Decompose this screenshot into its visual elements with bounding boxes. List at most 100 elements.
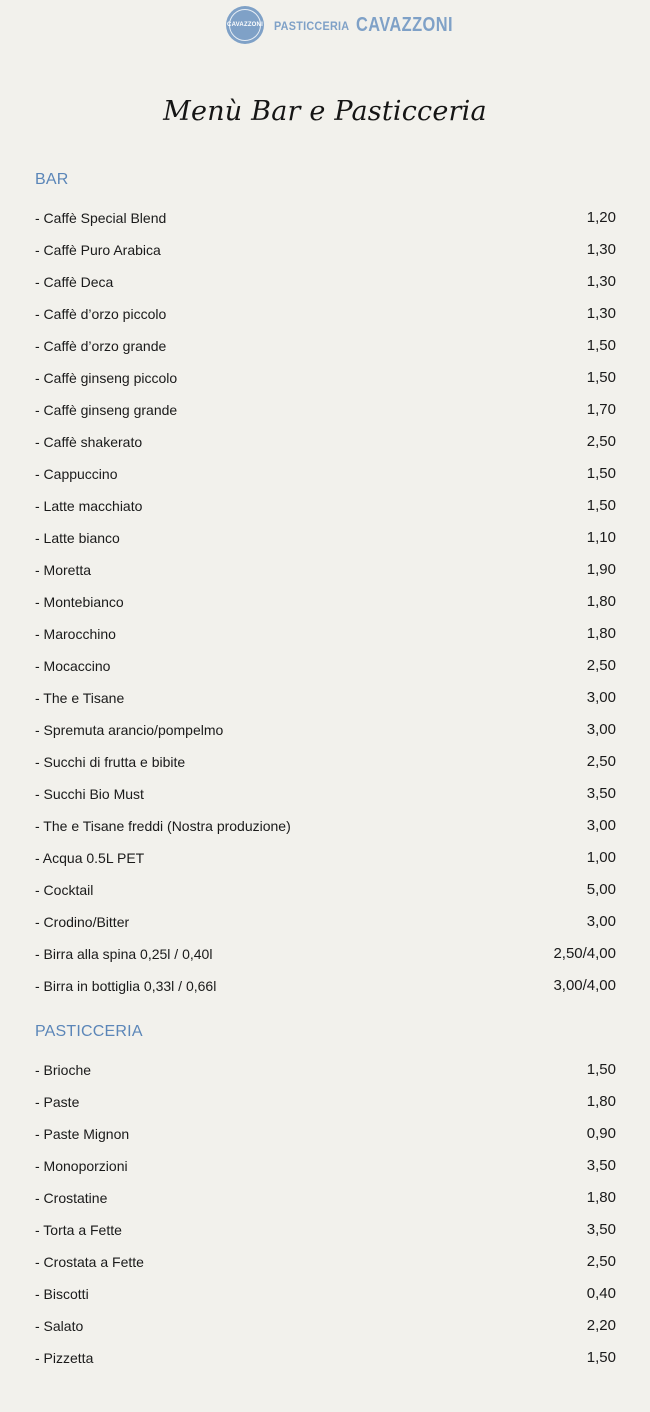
menu-item: - Paste Mignon 0,90: [35, 1118, 616, 1150]
menu-item-name: - Cappuccino: [35, 466, 118, 482]
menu-item: - Latte macchiato 1,50: [35, 490, 616, 522]
menu-section-bar: BAR - Caffè Special Blend 1,20 - Caffè Pur…: [35, 170, 616, 1002]
menu-item-price: 2,50: [586, 753, 616, 770]
menu-item: - Crostatine 1,80: [35, 1182, 616, 1214]
menu-item-name: - Spremuta arancio/pompelmo: [35, 722, 224, 738]
menu-item-price: 1,70: [586, 401, 616, 418]
logo-badge-icon: CAVAZZONI: [226, 6, 264, 44]
menu-item-price: 1,30: [586, 241, 616, 258]
menu-item-price: 1,30: [586, 305, 616, 322]
brand-name: CAVAZZONI: [355, 13, 453, 36]
menu-item-name: - Birra alla spina 0,25l / 0,40l: [35, 946, 213, 962]
menu-item: - Caffè d’orzo piccolo 1,30: [35, 298, 616, 330]
menu-item: - Torta a Fette 3,50: [35, 1214, 616, 1246]
menu-item-name: - Crostata a Fette: [35, 1254, 144, 1270]
menu-item-price: 3,00: [586, 913, 616, 930]
menu-item-name: - Caffè d’orzo piccolo: [35, 306, 167, 322]
menu-item-price: 2,50/4,00: [553, 945, 616, 962]
menu-item-price: 0,90: [586, 1125, 616, 1142]
menu-item-name: - Caffè Deca: [35, 274, 114, 290]
header: CAVAZZONI PASTICCERIA CAVAZZONI: [0, 0, 650, 52]
menu-item-price: 1,80: [586, 625, 616, 642]
menu-item: - The e Tisane 3,00: [35, 682, 616, 714]
menu-item-name: - Caffè Special Blend: [35, 210, 167, 226]
menu-item-price: 1,10: [586, 529, 616, 546]
menu-item: - Acqua 0.5L PET 1,00: [35, 842, 616, 874]
menu-item-name: - Cocktail: [35, 882, 94, 898]
menu-item-name: - The e Tisane: [35, 690, 125, 706]
menu-item-name: - Mocaccino: [35, 658, 111, 674]
menu-item-name: - Caffè d’orzo grande: [35, 338, 167, 354]
menu-item-name: - Latte bianco: [35, 530, 120, 546]
menu-item: - The e Tisane freddi (Nostra produzione…: [35, 810, 616, 842]
menu-item-price: 2,50: [586, 433, 616, 450]
menu-item-price: 2,20: [586, 1317, 616, 1334]
menu-item-name: - Succhi Bio Must: [35, 786, 144, 802]
menu-item-price: 1,80: [586, 1189, 616, 1206]
menu-item-price: 1,90: [586, 561, 616, 578]
menu-item-price: 1,50: [586, 337, 616, 354]
menu-item-price: 5,00: [586, 881, 616, 898]
menu-item-price: 1,80: [586, 593, 616, 610]
menu-item: - Caffè shakerato 2,50: [35, 426, 616, 458]
menu-item-name: - Crostatine: [35, 1190, 108, 1206]
menu-item: - Marocchino 1,80: [35, 618, 616, 650]
menu-item-price: 1,50: [586, 465, 616, 482]
menu-item-name: - Caffè shakerato: [35, 434, 143, 450]
menu-item-name: - The e Tisane freddi (Nostra produzione…: [35, 818, 291, 834]
menu-item: - Caffè d’orzo grande 1,50: [35, 330, 616, 362]
menu-item-price: 1,30: [586, 273, 616, 290]
menu-item-name: - Paste Mignon: [35, 1126, 130, 1142]
menu-item-price: 2,50: [586, 657, 616, 674]
menu-item: - Cappuccino 1,50: [35, 458, 616, 490]
menu-item: - Latte bianco 1,10: [35, 522, 616, 554]
menu-item: - Brioche 1,50: [35, 1054, 616, 1086]
menu-item: - Birra alla spina 0,25l / 0,40l 2,50/4,0…: [35, 938, 616, 970]
menu-item-name: - Pizzetta: [35, 1350, 94, 1366]
menu-item-name: - Salato: [35, 1318, 84, 1334]
menu-item-price: 3,50: [586, 1221, 616, 1238]
menu-item: - Caffè ginseng piccolo 1,50: [35, 362, 616, 394]
menu-item: - Mocaccino 2,50: [35, 650, 616, 682]
menu-list: - Caffè Special Blend 1,20 - Caffè Puro Ar…: [35, 202, 616, 1002]
menu-item: - Monoporzioni 3,50: [35, 1150, 616, 1182]
menu-item-price: 1,20: [586, 209, 616, 226]
menu-item: - Montebianco 1,80: [35, 586, 616, 618]
menu-item-name: - Paste: [35, 1094, 80, 1110]
logo-badge-text: CAVAZZONI: [227, 21, 263, 28]
menu-item-name: - Crodino/Bitter: [35, 914, 130, 930]
menu-item: - Caffè Deca 1,30: [35, 266, 616, 298]
menu-list: - Brioche 1,50 - Paste 1,80 - Paste Mignon 0,…: [35, 1054, 616, 1374]
menu-item: - Birra in bottiglia 0,33l / 0,66l 3,00/4…: [35, 970, 616, 1002]
menu-item-name: - Caffè ginseng grande: [35, 402, 178, 418]
menu-item: - Paste 1,80: [35, 1086, 616, 1118]
menu-item-name: - Biscotti: [35, 1286, 89, 1302]
menu-item-price: 0,40: [586, 1285, 616, 1302]
menu-item: - Caffè ginseng grande 1,70: [35, 394, 616, 426]
menu-item-name: - Monoporzioni: [35, 1158, 128, 1174]
page-title: Menù Bar e Pasticceria: [163, 96, 487, 127]
menu-item: - Caffè Special Blend 1,20: [35, 202, 616, 234]
menu-section-pasticceria: PASTICCERIA - Brioche 1,50- Paste 1,80- Pa…: [35, 1022, 616, 1374]
menu-item-name: - Acqua 0.5L PET: [35, 850, 145, 866]
menu-item-name: - Succhi di frutta e bibite: [35, 754, 186, 770]
menu-item: - Succhi di frutta e bibite 2,50: [35, 746, 616, 778]
menu-item: - Pizzetta 1,50: [35, 1342, 616, 1374]
menu-item-price: 1,80: [586, 1093, 616, 1110]
brand-logo[interactable]: CAVAZZONI PASTICCERIA CAVAZZONI: [226, 6, 474, 44]
menu-item: - Spremuta arancio/pompelmo 3,00: [35, 714, 616, 746]
menu-item-price: 2,50: [586, 1253, 616, 1270]
menu-item-name: - Birra in bottiglia 0,33l / 0,66l: [35, 978, 217, 994]
menu-item: - Crostata a Fette 2,50: [35, 1246, 616, 1278]
menu-item-price: 3,00: [586, 817, 616, 834]
menu-item-price: 3,50: [586, 785, 616, 802]
menu-item: - Moretta 1,90: [35, 554, 616, 586]
menu-item-name: - Torta a Fette: [35, 1222, 122, 1238]
menu-item-price: 1,50: [586, 1349, 616, 1366]
menu-item: - Biscotti 0,40: [35, 1278, 616, 1310]
menu-item: - Cocktail 5,00: [35, 874, 616, 906]
menu-item: - Salato 2,20: [35, 1310, 616, 1342]
menu-item-price: 3,50: [586, 1157, 616, 1174]
brand-small-text: PASTICCERIA: [274, 19, 350, 33]
menu-item: - Succhi Bio Must 3,50: [35, 778, 616, 810]
